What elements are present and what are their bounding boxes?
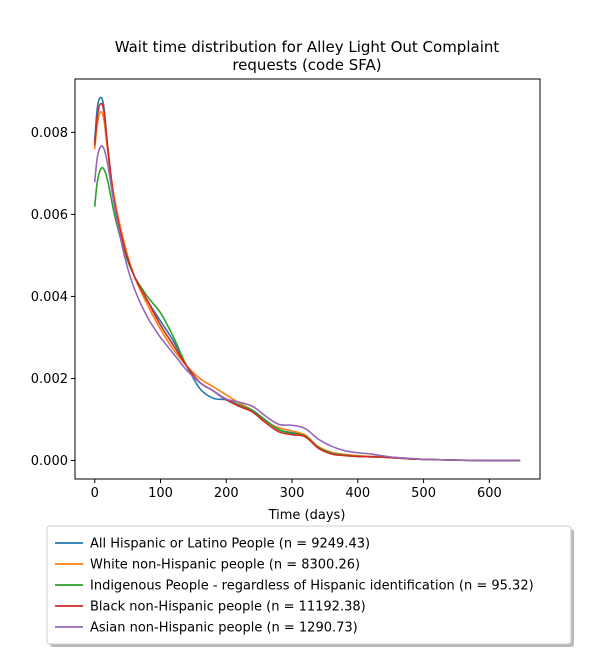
legend-entry-4: Black non-Hispanic people (n = 11192.38) xyxy=(90,600,366,615)
y-tick-label: 0.000 xyxy=(31,454,68,469)
y-tick-label: 0.002 xyxy=(31,372,68,387)
legend-entry-3: Indigenous People - regardless of Hispan… xyxy=(90,579,534,594)
x-axis: 0 100 200 300 400 500 600 xyxy=(91,479,502,501)
x-tick-label: 200 xyxy=(214,486,239,501)
x-tick-label: 400 xyxy=(345,486,370,501)
series-line-5 xyxy=(93,145,521,462)
y-tick-label: 0.004 xyxy=(31,290,68,305)
legend: All Hispanic or Latino People (n = 9249.… xyxy=(46,525,574,647)
plot-lines xyxy=(93,96,521,462)
series-line-2 xyxy=(93,110,521,462)
legend-entry-5: Asian non-Hispanic people (n = 1290.73) xyxy=(90,621,358,636)
x-tick-label: 500 xyxy=(411,486,436,501)
chart-title-line-2: requests (code SFA) xyxy=(232,56,381,74)
y-tick-label: 0.006 xyxy=(31,208,68,223)
y-tick-label: 0.008 xyxy=(31,126,68,141)
series-line-1 xyxy=(93,96,521,462)
x-tick-label: 300 xyxy=(280,486,305,501)
x-tick-label: 0 xyxy=(91,486,99,501)
series-line-4 xyxy=(93,102,521,462)
legend-entry-1: All Hispanic or Latino People (n = 9249.… xyxy=(90,537,370,552)
chart-title-line-1: Wait time distribution for Alley Light O… xyxy=(115,38,500,56)
legend-box xyxy=(46,525,572,645)
plot-area-frame xyxy=(74,78,541,480)
y-axis: 0.000 0.002 0.004 0.006 0.008 xyxy=(31,126,75,469)
x-axis-label: Time (days) xyxy=(268,508,346,523)
series-line-3 xyxy=(93,166,521,462)
x-tick-label: 600 xyxy=(477,486,502,501)
x-tick-label: 100 xyxy=(148,486,173,501)
legend-entry-2: White non-Hispanic people (n = 8300.26) xyxy=(90,558,360,573)
